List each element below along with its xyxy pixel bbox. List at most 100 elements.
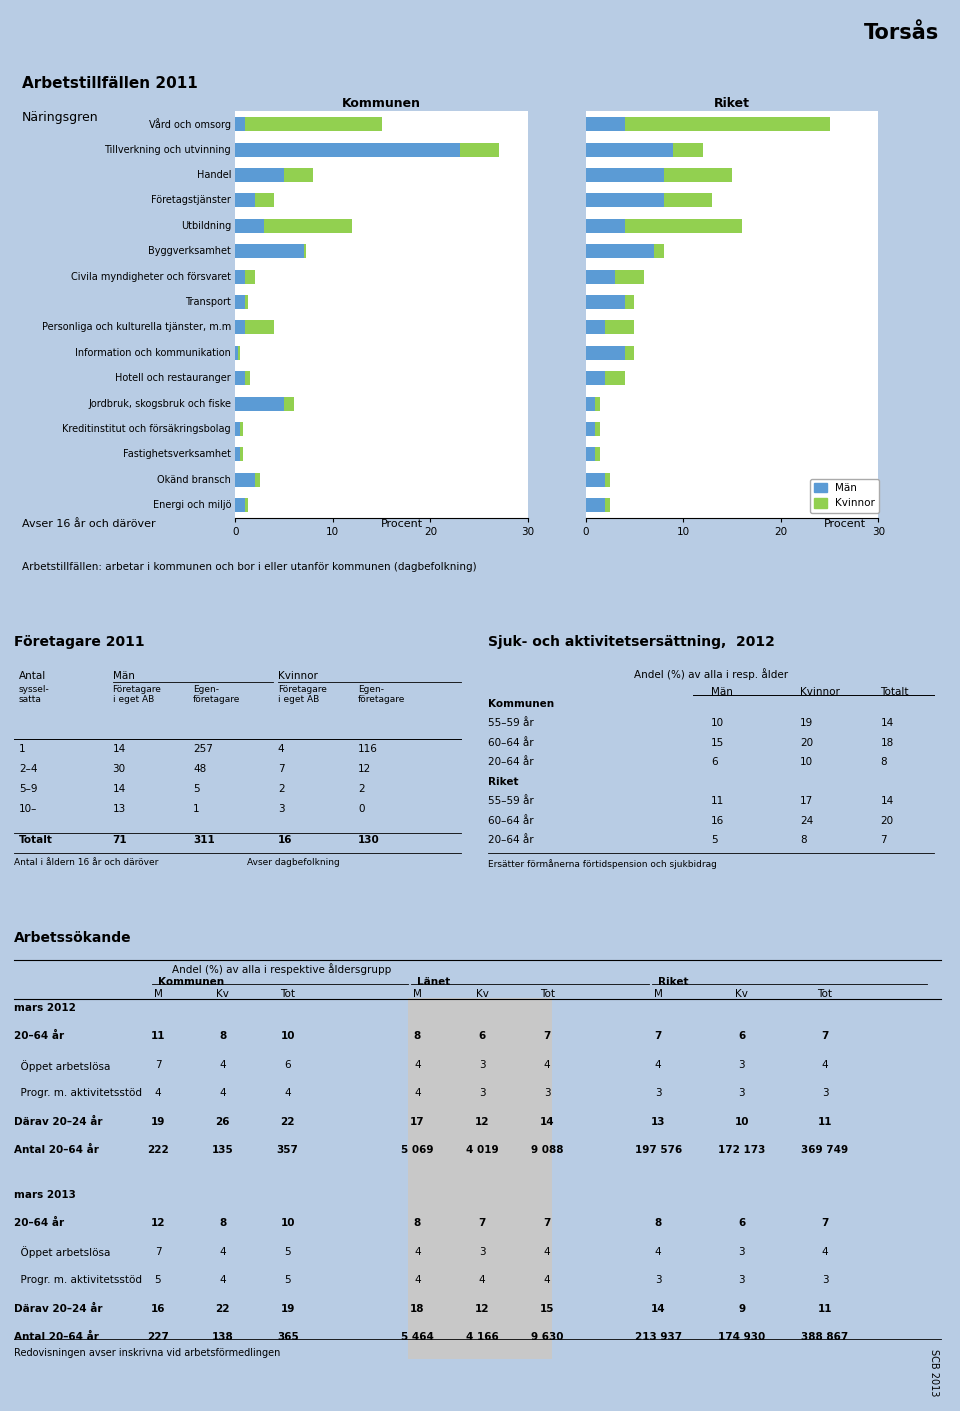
Text: 3: 3 <box>738 1276 745 1285</box>
Text: Vård och omsorg: Vård och omsorg <box>149 119 231 130</box>
Text: Energi och miljö: Energi och miljö <box>153 499 231 511</box>
Bar <box>240 422 243 436</box>
Text: 6: 6 <box>710 758 717 768</box>
Text: 55–59 år: 55–59 år <box>488 796 534 806</box>
Bar <box>586 346 625 360</box>
Text: 3: 3 <box>822 1276 828 1285</box>
Text: 5: 5 <box>284 1276 291 1285</box>
Text: Riket: Riket <box>488 776 518 787</box>
Text: 19: 19 <box>151 1116 165 1127</box>
Text: Torsås: Torsås <box>864 23 939 42</box>
Text: Personliga och kulturella tjänster, m.m: Personliga och kulturella tjänster, m.m <box>42 322 231 333</box>
Text: 16: 16 <box>151 1304 165 1314</box>
Text: 369 749: 369 749 <box>802 1146 849 1156</box>
Bar <box>254 473 259 487</box>
Text: 10: 10 <box>710 718 724 728</box>
Text: Kreditinstitut och försäkringsbolag: Kreditinstitut och försäkringsbolag <box>62 423 231 435</box>
Text: Andel (%) av alla i respektive åldersgrupp: Andel (%) av alla i respektive åldersgru… <box>172 964 391 975</box>
Bar <box>238 346 240 360</box>
Bar <box>586 396 595 411</box>
Text: 6: 6 <box>738 1031 745 1041</box>
Text: 14: 14 <box>651 1304 665 1314</box>
Bar <box>586 219 625 233</box>
Text: SCB 2013: SCB 2013 <box>929 1349 939 1395</box>
Text: 4: 4 <box>479 1276 486 1285</box>
Bar <box>265 219 352 233</box>
Text: Kommunen: Kommunen <box>488 698 554 708</box>
Text: Kv: Kv <box>735 989 748 999</box>
Text: 22: 22 <box>280 1116 295 1127</box>
Bar <box>586 117 625 131</box>
Text: 4: 4 <box>543 1276 550 1285</box>
Text: 20–64 år: 20–64 år <box>14 1031 64 1041</box>
Text: Avser dagbefolkning: Avser dagbefolkning <box>247 858 339 866</box>
Text: 20–64 år: 20–64 år <box>488 758 534 768</box>
Bar <box>586 498 605 512</box>
Text: 4: 4 <box>655 1246 661 1257</box>
Bar <box>663 193 712 207</box>
Bar <box>460 143 499 157</box>
Bar <box>586 320 605 334</box>
Bar <box>235 371 245 385</box>
Text: 172 173: 172 173 <box>718 1146 765 1156</box>
Text: 20: 20 <box>801 738 813 748</box>
Bar <box>235 498 245 512</box>
Text: M: M <box>154 989 162 999</box>
Text: Tot: Tot <box>280 989 295 999</box>
Text: 8: 8 <box>414 1031 421 1041</box>
Bar <box>245 498 248 512</box>
Bar <box>235 422 240 436</box>
Text: 197 576: 197 576 <box>635 1146 682 1156</box>
Text: Progr. m. aktivitetsstöd: Progr. m. aktivitetsstöd <box>14 1276 142 1285</box>
Text: Därav 20–24 år: Därav 20–24 år <box>14 1116 103 1127</box>
Text: 5: 5 <box>284 1246 291 1257</box>
Text: 8: 8 <box>414 1218 421 1228</box>
Text: Länet: Länet <box>418 978 450 988</box>
Text: 10: 10 <box>280 1031 295 1041</box>
Text: Tot: Tot <box>818 989 832 999</box>
Bar <box>235 270 245 284</box>
Bar <box>625 117 829 131</box>
Bar <box>595 396 600 411</box>
Text: 257: 257 <box>193 744 213 753</box>
Text: 5 464: 5 464 <box>401 1332 434 1342</box>
Text: 17: 17 <box>410 1116 424 1127</box>
Text: Utbildning: Utbildning <box>180 220 231 231</box>
Text: 14: 14 <box>112 785 126 794</box>
Text: 11: 11 <box>151 1031 165 1041</box>
Bar <box>586 168 663 182</box>
Text: Procent: Procent <box>381 519 423 529</box>
Text: 10: 10 <box>734 1116 749 1127</box>
Text: 227: 227 <box>147 1332 169 1342</box>
Text: Företagare 2011: Företagare 2011 <box>14 635 145 649</box>
Text: 19: 19 <box>280 1304 295 1314</box>
Text: 18: 18 <box>880 738 894 748</box>
Text: mars 2013: mars 2013 <box>14 1189 76 1199</box>
Bar <box>605 498 610 512</box>
Text: Okänd bransch: Okänd bransch <box>157 474 231 485</box>
Text: 4 166: 4 166 <box>466 1332 498 1342</box>
Text: 130: 130 <box>358 835 380 845</box>
Text: 12: 12 <box>475 1116 490 1127</box>
Title: Kommunen: Kommunen <box>342 97 421 110</box>
Text: 9 088: 9 088 <box>531 1146 564 1156</box>
Text: 174 930: 174 930 <box>718 1332 765 1342</box>
Bar <box>245 270 254 284</box>
Text: Antal 20–64 år: Antal 20–64 år <box>14 1332 99 1342</box>
Text: 4: 4 <box>220 1276 227 1285</box>
Text: Därav 20–24 år: Därav 20–24 år <box>14 1304 103 1314</box>
Text: 4: 4 <box>220 1088 227 1098</box>
Text: M: M <box>654 989 662 999</box>
Bar <box>674 143 703 157</box>
Text: 4: 4 <box>822 1246 828 1257</box>
Bar <box>586 193 663 207</box>
Bar <box>586 371 605 385</box>
Text: 3: 3 <box>543 1088 550 1098</box>
Text: 2: 2 <box>358 785 365 794</box>
Text: 9 630: 9 630 <box>531 1332 564 1342</box>
Text: 138: 138 <box>212 1332 233 1342</box>
Text: 20–64 år: 20–64 år <box>14 1218 64 1228</box>
Text: Procent: Procent <box>824 519 866 529</box>
Text: 10–: 10– <box>19 804 37 814</box>
Text: 48: 48 <box>193 765 206 775</box>
